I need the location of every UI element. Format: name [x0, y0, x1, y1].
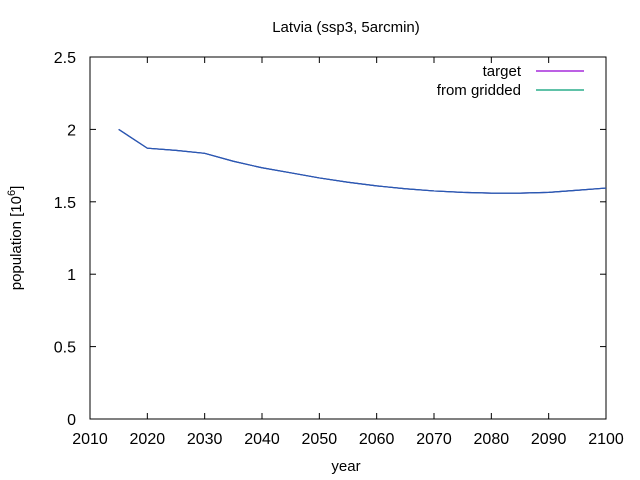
y-tick-label: 0	[67, 412, 76, 429]
y-tick-label: 2	[67, 122, 76, 139]
x-axis: 2010 2020 2030 2040 2050 2060 2070 2080 2090 2100	[72, 57, 624, 448]
chart-title: Latvia (ssp3, 5arcmin)	[272, 19, 420, 36]
x-tick-label: 2030	[187, 431, 223, 448]
x-tick-label: 2090	[531, 431, 567, 448]
y-tick-label: 2.5	[54, 50, 76, 67]
x-tick-label: 2020	[130, 431, 166, 448]
x-tick-label: 2100	[588, 431, 624, 448]
x-tick-label: 2010	[72, 431, 108, 448]
legend: target from gridded	[437, 63, 584, 99]
x-tick-label: 2060	[359, 431, 395, 448]
series-overlap-line	[118, 128, 607, 194]
y-axis-title-close: ]	[8, 186, 25, 190]
x-tick-label: 2080	[474, 431, 510, 448]
y-tick-label: 1	[67, 267, 76, 284]
y-tick-label: 1.5	[54, 195, 76, 212]
plot-area	[89, 56, 607, 420]
y-tick-label: 0.5	[54, 340, 76, 357]
series-layer	[118, 128, 607, 194]
y-axis-title-exponent: 6	[6, 190, 18, 196]
legend-label-from-gridded: from gridded	[437, 82, 521, 99]
x-tick-label: 2070	[416, 431, 452, 448]
legend-label-target: target	[483, 63, 522, 80]
x-tick-label: 2040	[244, 431, 280, 448]
x-axis-title: year	[331, 458, 360, 475]
y-axis-title: population [106]	[6, 186, 25, 291]
y-axis: 0 0.5 1 1.5 2 2.5	[54, 50, 606, 429]
x-tick-label: 2050	[302, 431, 338, 448]
